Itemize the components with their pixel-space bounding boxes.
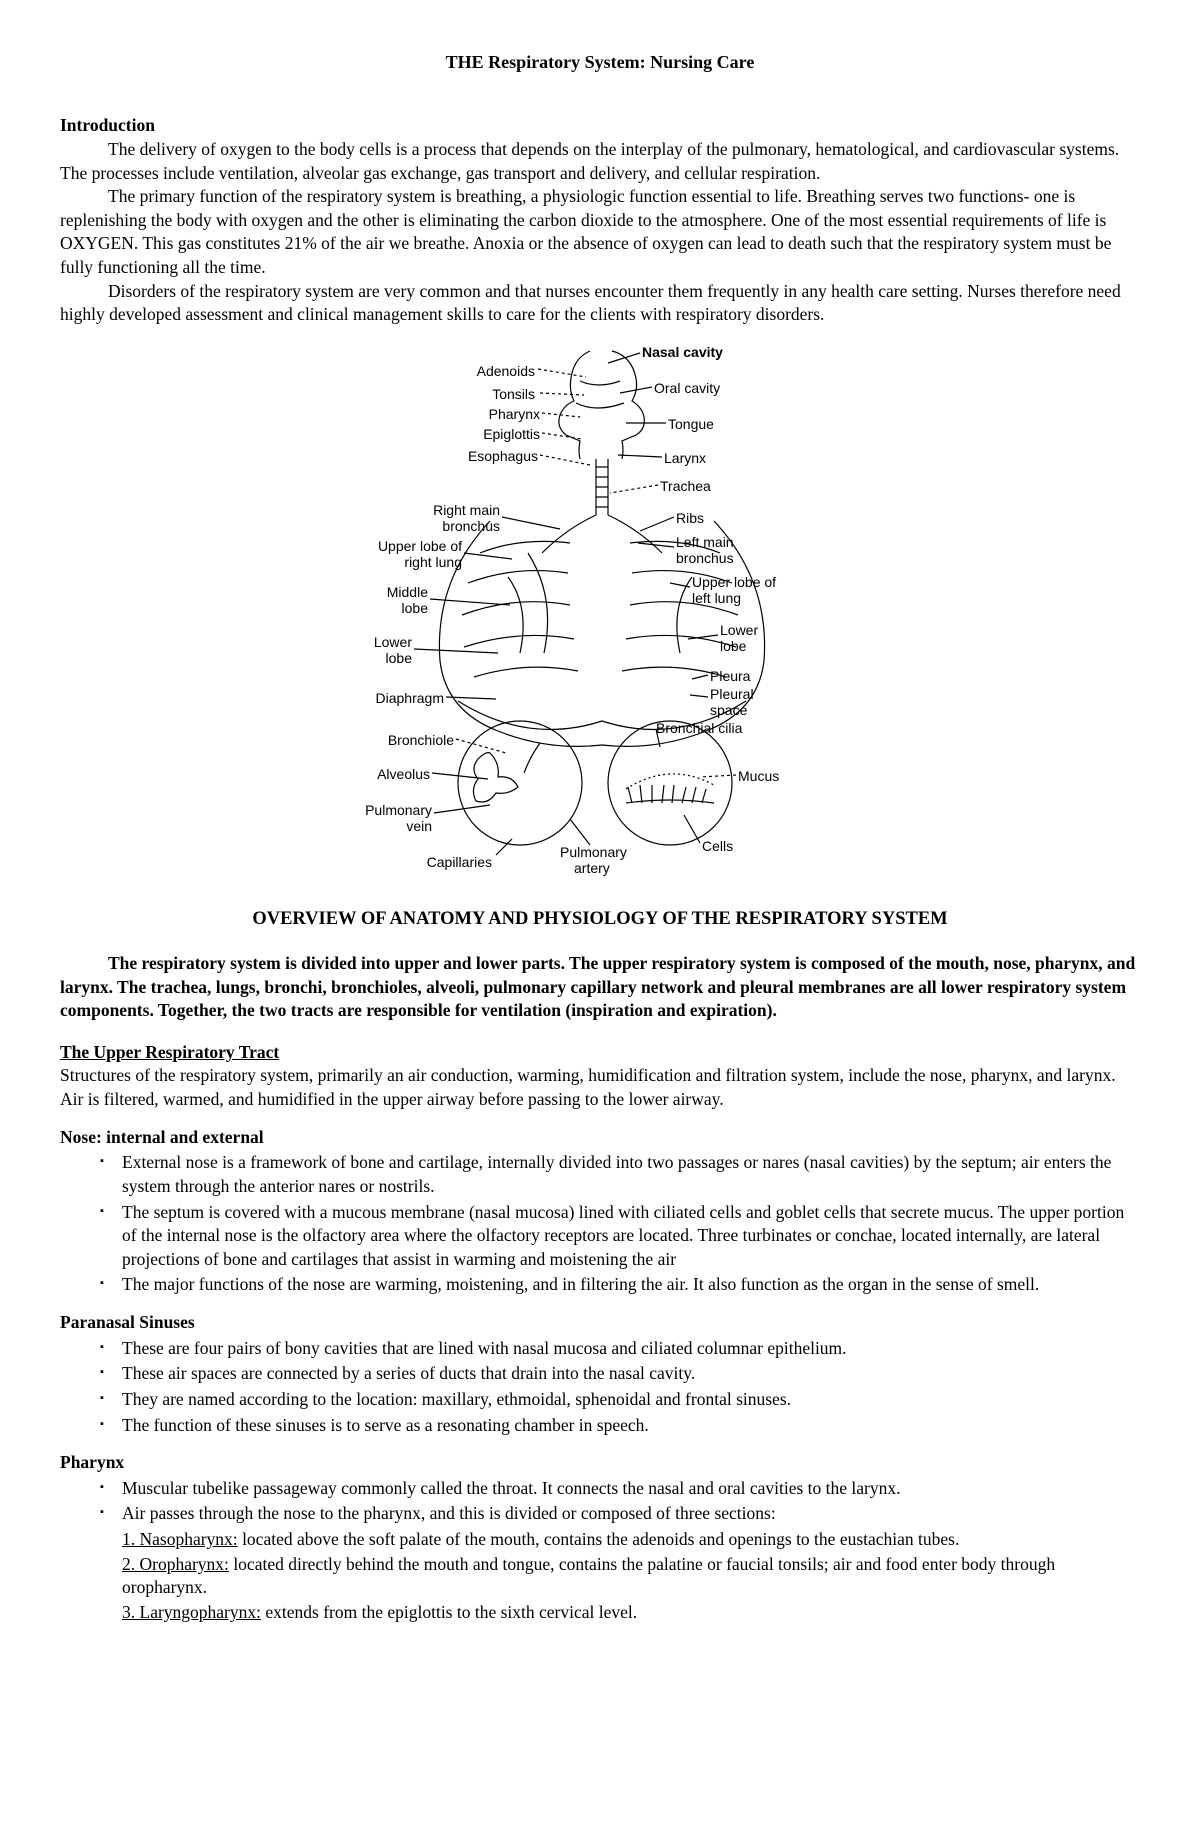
diagram-label: Diaphragm <box>376 689 444 708</box>
pharynx-subsection: 1. Nasopharynx: located above the soft p… <box>122 1528 1140 1552</box>
diagram-label: left lung <box>692 589 741 608</box>
diagram-label: Mucus <box>738 767 779 786</box>
diagram-label: bronchus <box>676 549 734 568</box>
diagram-label: lobe <box>386 649 412 668</box>
pharynx-sub-label: 1. Nasopharynx: <box>122 1529 238 1549</box>
list-item: These air spaces are connected by a seri… <box>122 1362 1140 1386</box>
sinuses-list: These are four pairs of bony cavities th… <box>60 1337 1140 1438</box>
intro-p1: The delivery of oxygen to the body cells… <box>60 138 1140 185</box>
diagram-label: lobe <box>402 599 428 618</box>
nose-heading: Nose: internal and external <box>60 1126 1140 1150</box>
diagram-label: Alveolus <box>377 765 430 784</box>
pharynx-sub-label: 3. Laryngopharynx: <box>122 1602 261 1622</box>
diagram-label: Oral cavity <box>654 379 720 398</box>
diagram-label: vein <box>406 817 432 836</box>
diagram-label: Bronchial cilia <box>656 719 742 738</box>
diagram-label: Bronchiole <box>388 731 454 750</box>
diagram-label: Pharynx <box>489 405 540 424</box>
diagram-label: Pleura <box>710 667 750 686</box>
overview-heading: OVERVIEW OF ANATOMY AND PHYSIOLOGY OF TH… <box>60 907 1140 932</box>
diagram-label: Tonsils <box>492 385 535 404</box>
pharynx-subsection: 3. Laryngopharynx: extends from the epig… <box>122 1601 1140 1625</box>
diagram-label: Tongue <box>668 415 714 434</box>
diagram-label: Adenoids <box>477 362 535 381</box>
sinuses-heading: Paranasal Sinuses <box>60 1311 1140 1335</box>
list-item: External nose is a framework of bone and… <box>122 1151 1140 1198</box>
pharynx-list: Muscular tubelike passageway commonly ca… <box>60 1477 1140 1526</box>
list-item: The function of these sinuses is to serv… <box>122 1414 1140 1438</box>
diagram-label: artery <box>574 859 610 878</box>
diagram-label: space <box>710 701 747 720</box>
diagram-label: Trachea <box>660 477 711 496</box>
list-item: Air passes through the nose to the phary… <box>122 1502 1140 1526</box>
diagram-label: right lung <box>404 553 462 572</box>
list-item: The septum is covered with a mucous memb… <box>122 1201 1140 1272</box>
list-item: Muscular tubelike passageway commonly ca… <box>122 1477 1140 1501</box>
diagram-label: Esophagus <box>468 447 538 466</box>
pharynx-subsection: 2. Oropharynx: located directly behind t… <box>122 1553 1140 1600</box>
diagram-label: Nasal cavity <box>642 343 723 362</box>
list-item: These are four pairs of bony cavities th… <box>122 1337 1140 1361</box>
diagram-label: Epiglottis <box>483 425 540 444</box>
diagram-label: Cells <box>702 837 733 856</box>
list-item: They are named according to the location… <box>122 1388 1140 1412</box>
diagram-label: Ribs <box>676 509 704 528</box>
pharynx-sub-label: 2. Oropharynx: <box>122 1554 229 1574</box>
intro-heading: Introduction <box>60 114 1140 138</box>
diagram-label: Larynx <box>664 449 706 468</box>
pharynx-heading: Pharynx <box>60 1451 1140 1475</box>
intro-p2: The primary function of the respiratory … <box>60 185 1140 280</box>
anatomy-diagram-container: Adenoids TonsilsPharynxEpiglottis Esophagu… <box>60 343 1140 883</box>
intro-p3: Disorders of the respiratory system are … <box>60 280 1140 327</box>
list-item: The major functions of the nose are warm… <box>122 1273 1140 1297</box>
diagram-label: bronchus <box>442 517 500 536</box>
pharynx-sublist: 1. Nasopharynx: located above the soft p… <box>60 1528 1140 1625</box>
upper-tract-para: Structures of the respiratory system, pr… <box>60 1064 1140 1111</box>
overview-para: The respiratory system is divided into u… <box>60 952 1140 1023</box>
nose-list: External nose is a framework of bone and… <box>60 1151 1140 1297</box>
diagram-label: Capillaries <box>427 853 492 872</box>
anatomy-diagram: Adenoids TonsilsPharynxEpiglottis Esophagu… <box>340 343 860 883</box>
diagram-label: lobe <box>720 637 746 656</box>
upper-tract-heading: The Upper Respiratory Tract <box>60 1041 1140 1065</box>
page-title: THE Respiratory System: Nursing Care <box>60 50 1140 74</box>
